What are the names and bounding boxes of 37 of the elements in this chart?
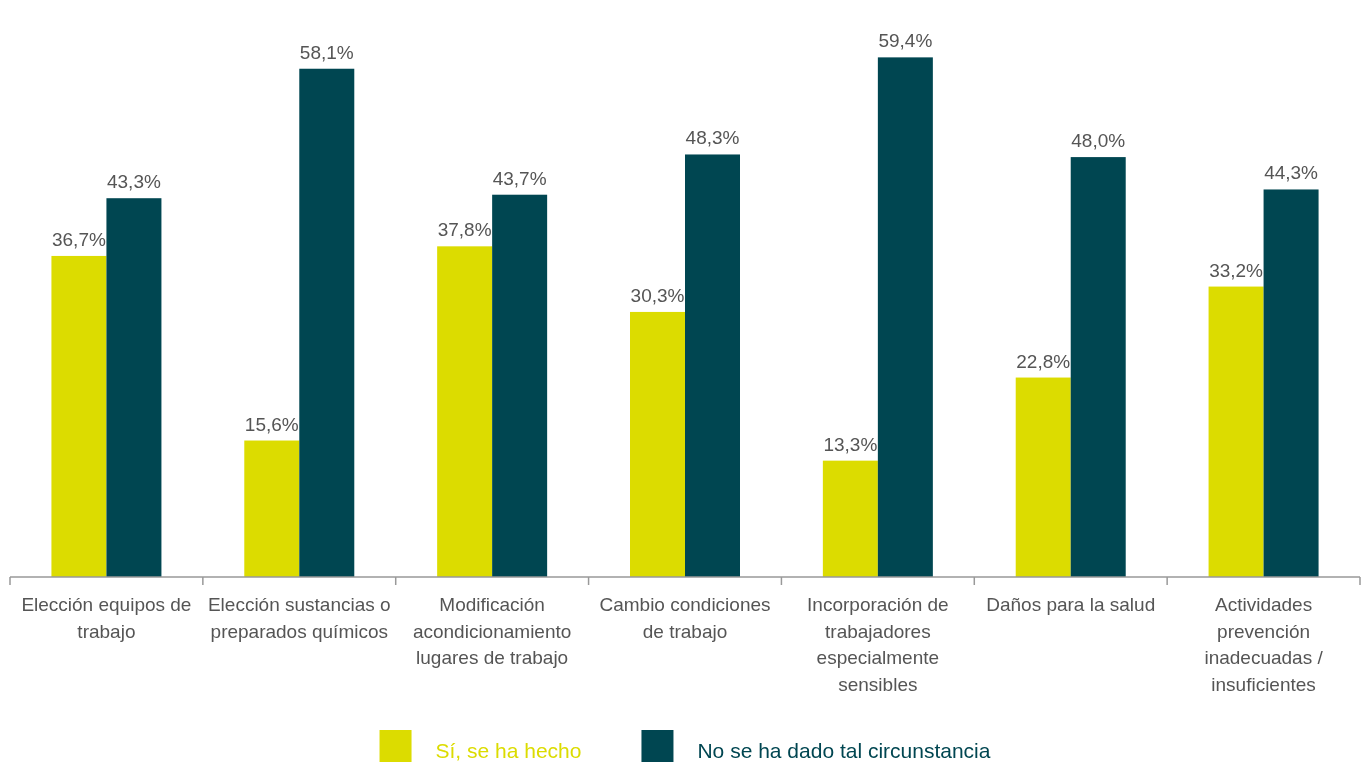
bar (877, 57, 933, 577)
bar (685, 154, 740, 577)
bar (1208, 286, 1264, 577)
x-tick-label: Cambio condiciones de trabajo (599, 594, 771, 642)
bar (244, 440, 300, 577)
bar (51, 255, 107, 577)
x-tick-label: Elección equipos de trabajo (21, 594, 192, 642)
x-tick-label: Modificación acondicionamiento lugares de trabajo (412, 594, 572, 668)
x-tick-label: Incorporación de trabajadores especialmente sensibles (807, 594, 949, 695)
bar (299, 68, 355, 577)
bar (492, 194, 548, 577)
data-label: 43,7% (492, 167, 547, 189)
bar (630, 311, 685, 577)
bar (1263, 189, 1319, 577)
bar (106, 198, 162, 577)
data-label: 13,3% (823, 433, 878, 455)
bar (437, 246, 493, 577)
data-label: 37,8% (437, 219, 492, 241)
data-label: 58,1% (299, 41, 354, 63)
bar (822, 460, 878, 577)
data-label: 36,7% (51, 228, 106, 250)
data-label: 48,3% (685, 127, 740, 149)
bar (1070, 157, 1126, 577)
x-tick-label: Elección sustancias o preparados químicos (207, 594, 391, 642)
data-label: 48,0% (1071, 130, 1126, 152)
legend-label: Sí, se ha hecho (435, 739, 582, 762)
data-label: 15,6% (244, 413, 299, 435)
x-tick-label: Actividades prevención inadecuadas / insuficientes (1204, 594, 1324, 695)
data-label: 43,3% (106, 171, 161, 193)
x-tick-label: Daños para la salud (986, 594, 1156, 615)
data-label: 33,2% (1209, 259, 1264, 281)
data-label: 30,3% (630, 284, 685, 306)
bar (1015, 377, 1071, 577)
data-label: 59,4% (878, 30, 933, 52)
data-label: 22,8% (1016, 350, 1071, 372)
data-label: 44,3% (1264, 162, 1319, 184)
legend-label: No se ha dado tal circunstancia (697, 739, 991, 762)
